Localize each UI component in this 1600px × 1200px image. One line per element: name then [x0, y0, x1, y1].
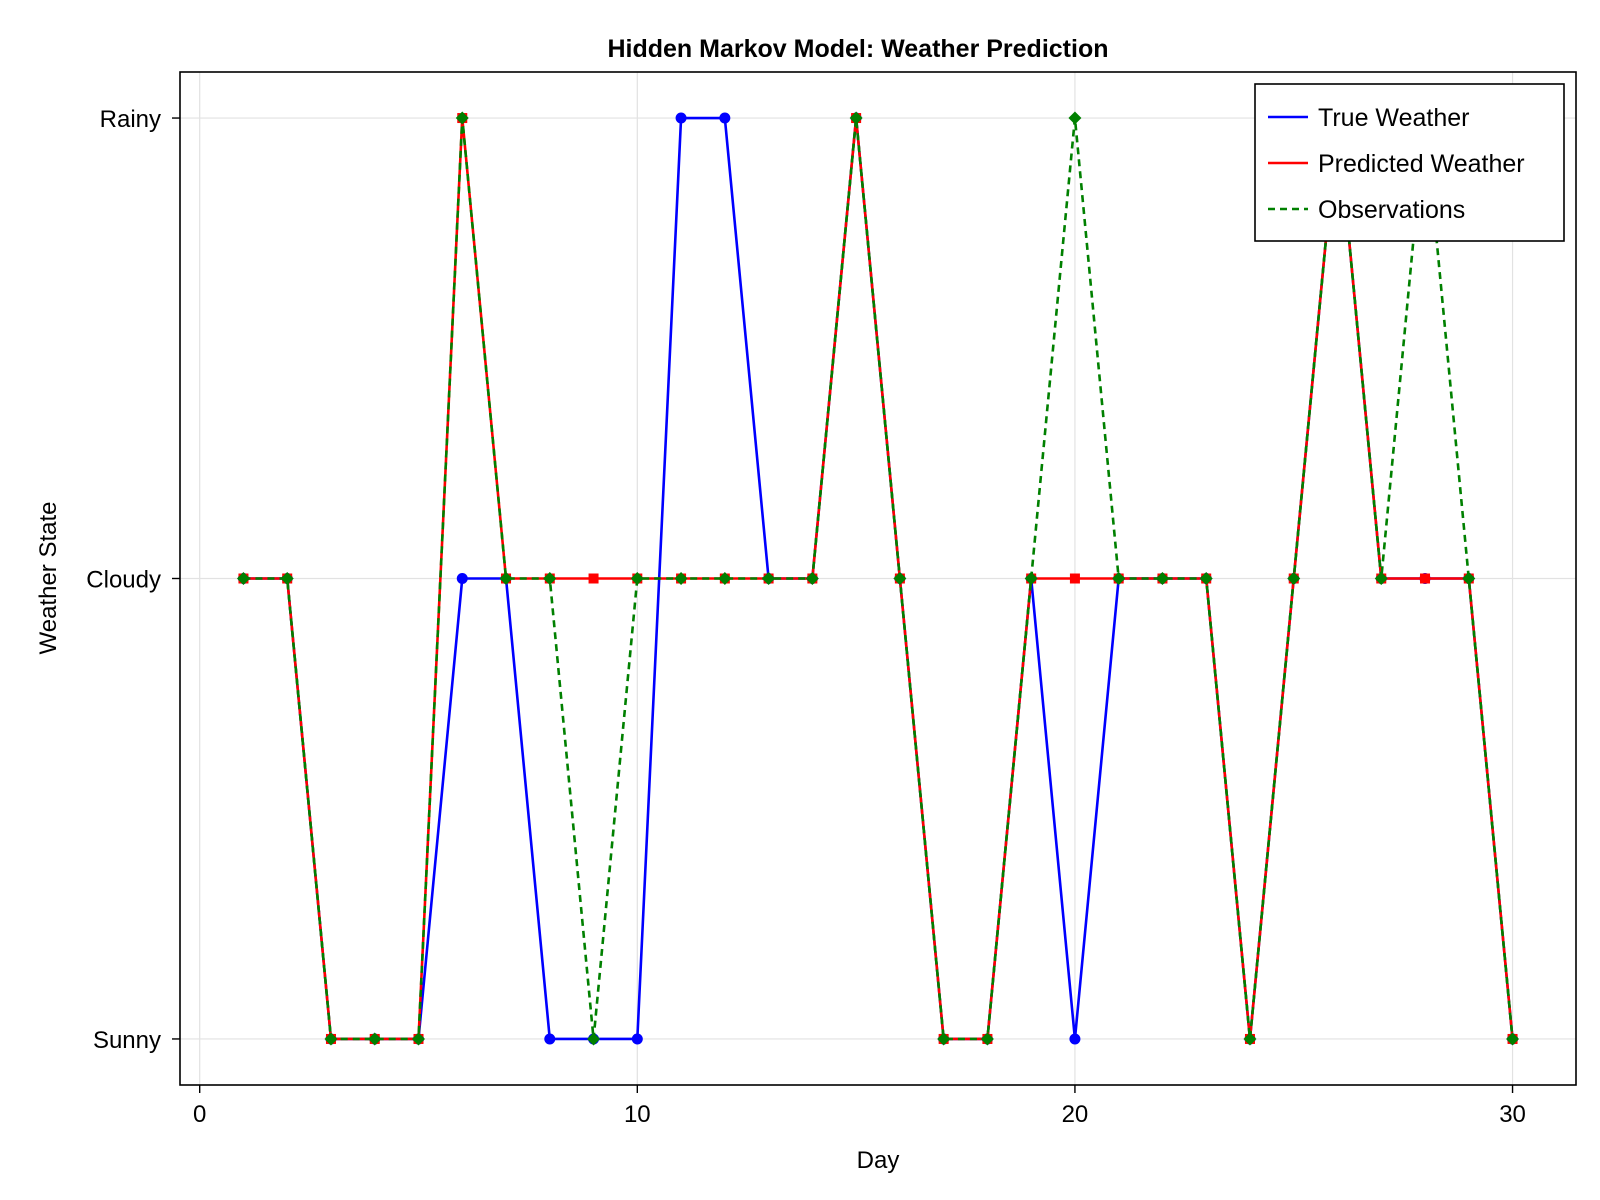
legend-label: True Weather — [1318, 104, 1469, 132]
data-point — [544, 1033, 556, 1045]
series-layer — [236, 111, 1520, 1046]
data-point — [1420, 573, 1431, 584]
data-point — [762, 572, 776, 585]
data-point — [587, 1032, 601, 1046]
data-point — [456, 573, 468, 584]
data-point — [499, 572, 513, 585]
x-tick-label: 0 — [193, 1101, 206, 1128]
data-point — [937, 1032, 951, 1046]
data-point — [719, 112, 731, 124]
data-point — [455, 111, 469, 125]
chart-title: Hidden Markov Model: Weather Prediction — [607, 35, 1108, 63]
data-point — [674, 572, 688, 585]
data-point — [543, 572, 557, 585]
data-point — [1199, 572, 1213, 585]
data-point — [849, 111, 863, 125]
data-point — [718, 572, 732, 585]
data-point — [236, 572, 250, 585]
y-tick-label: Cloudy — [86, 567, 161, 594]
legend-label: Predicted Weather — [1318, 150, 1525, 178]
series-line — [243, 116, 1514, 1041]
legend: True Weather Predicted Weather Observation… — [1254, 83, 1565, 242]
x-axis-label: Day — [857, 1147, 900, 1174]
y-tick-label: Rainy — [100, 106, 161, 133]
x-tick-label: 10 — [624, 1101, 651, 1128]
data-point — [1068, 111, 1082, 125]
data-point — [1243, 1032, 1257, 1046]
data-point — [630, 572, 644, 585]
data-point — [280, 572, 294, 585]
data-point — [588, 573, 599, 584]
y-tick-label: Sunny — [93, 1027, 161, 1054]
x-tick-label: 30 — [1499, 1101, 1526, 1128]
data-point — [980, 1032, 994, 1046]
data-point — [1069, 573, 1080, 584]
data-point — [631, 1033, 643, 1045]
data-point — [1024, 572, 1038, 585]
x-axis-ticks: 0 10 20 30 — [193, 1085, 1526, 1128]
data-point — [1112, 572, 1126, 585]
data-point — [805, 572, 819, 585]
data-point — [1069, 1033, 1081, 1045]
data-point — [1462, 572, 1476, 585]
data-point — [1155, 572, 1169, 585]
y-axis-label: Weather State — [35, 502, 62, 655]
legend-label: Observations — [1318, 196, 1465, 224]
data-point — [893, 572, 907, 585]
data-point — [368, 1032, 382, 1046]
data-point — [1506, 1032, 1520, 1046]
data-point — [412, 1032, 426, 1046]
data-point — [1374, 572, 1388, 585]
data-point — [324, 1032, 338, 1046]
y-axis-ticks: Sunny Cloudy Rainy — [86, 106, 180, 1054]
data-point — [675, 112, 687, 124]
x-tick-label: 20 — [1062, 1101, 1089, 1128]
data-point — [1287, 572, 1301, 585]
